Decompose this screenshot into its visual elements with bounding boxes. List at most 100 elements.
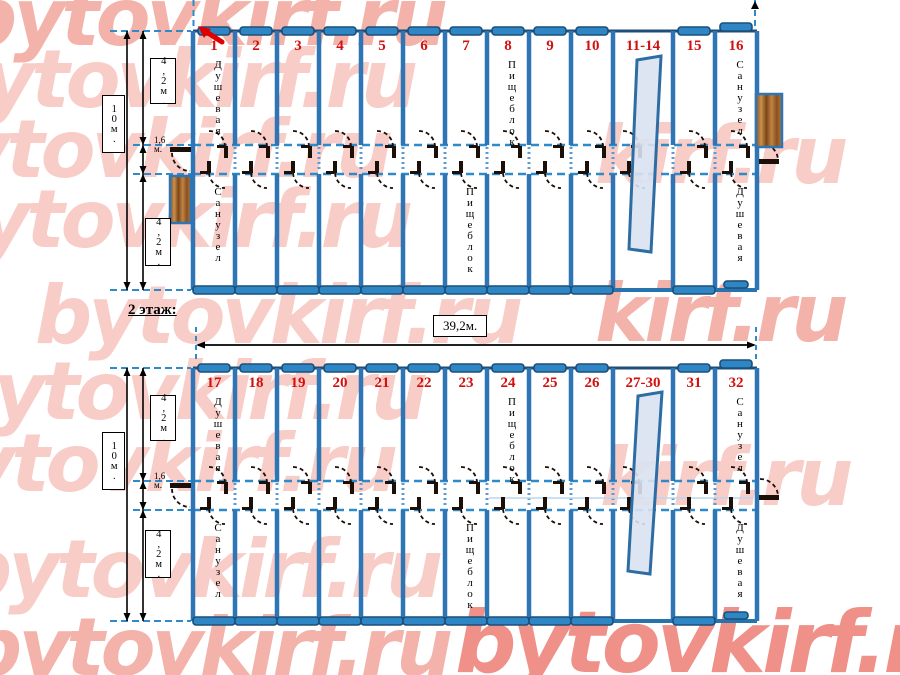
door-leaf: [350, 482, 354, 494]
door-hinge: [494, 171, 502, 174]
room-label: Пищеблок: [506, 396, 518, 484]
door-leaf: [392, 146, 396, 158]
door-hinge: [722, 171, 730, 174]
dimension-unit: м.: [154, 480, 162, 491]
window: [449, 26, 483, 36]
room-label: Душевая: [734, 522, 746, 599]
door-hinge: [536, 507, 544, 510]
dimension-value: 4,2м.: [153, 529, 165, 579]
door-swing-arc: [688, 508, 706, 525]
room-number: 5: [378, 38, 386, 54]
room-label: Пищеблок: [506, 59, 518, 147]
door-hinge: [301, 481, 309, 484]
door-swing-arc: [376, 508, 394, 525]
door-swing-arc: [502, 466, 520, 483]
door-hinge: [410, 507, 418, 510]
door-leaf: [501, 497, 505, 509]
watermark-text: bytovkirf.ru: [0, 110, 393, 190]
room-label: Пищеблок: [464, 522, 476, 610]
door-hinge: [578, 171, 586, 174]
door-leaf: [746, 482, 750, 494]
dimension-label-corridor: 1,6 м.: [154, 471, 176, 491]
window: [407, 363, 441, 373]
room-number: 18: [248, 375, 264, 391]
watermark-text: kirf.ru: [595, 267, 848, 360]
window: [365, 26, 399, 36]
door-leaf: [375, 161, 379, 173]
door-leaf: [375, 497, 379, 509]
dimension-label-height: 10м.: [102, 432, 125, 490]
door-leaf: [602, 146, 606, 158]
door-hinge: [697, 145, 705, 148]
room-number: 31: [686, 375, 702, 391]
watermark-text: bytovkirf.ru: [0, 33, 418, 126]
room-label: Пищеблок: [464, 186, 476, 274]
door-hinge: [259, 481, 267, 484]
dimension-label-corridor: 1,6 м.: [154, 135, 176, 155]
window: [365, 363, 399, 373]
dimension-value: 1,6: [154, 135, 166, 145]
door-hinge: [620, 171, 628, 174]
dimension-label-room-depth: 4,2м.: [150, 393, 176, 443]
room-label: Санузел: [734, 396, 746, 473]
dimension-unit: м.: [154, 144, 162, 155]
dimension-value: 10м.: [108, 104, 120, 144]
window: [323, 363, 357, 373]
door-hinge: [739, 481, 747, 484]
room-number: 19: [290, 375, 306, 391]
door-hinge: [680, 507, 688, 510]
door-hinge: [494, 507, 502, 510]
room-number: 2: [252, 38, 260, 54]
total-width-label: 39,2м.: [433, 315, 488, 337]
door-hinge: [242, 171, 250, 174]
door-leaf: [308, 482, 312, 494]
door-swing-arc: [688, 172, 706, 189]
door-swing-arc: [376, 130, 394, 147]
room-label: Душевая: [734, 186, 746, 263]
door-swing-arc: [208, 466, 226, 483]
door-swing-arc: [759, 478, 779, 496]
window: [197, 363, 231, 373]
door-leaf: [729, 497, 733, 509]
staircase: [626, 390, 664, 576]
red-annotation-arrowhead: [198, 26, 211, 38]
room-number: 11-14: [625, 38, 661, 54]
door-swing-arc: [208, 130, 226, 147]
door-hinge: [739, 145, 747, 148]
room-number: 8: [504, 38, 512, 54]
room-number: 26: [584, 375, 600, 391]
door-hinge: [553, 481, 561, 484]
window: [533, 363, 567, 373]
door-leaf: [746, 146, 750, 158]
door-leaf: [308, 146, 312, 158]
entrance-door-wood: [168, 174, 193, 225]
room-number: 24: [500, 375, 516, 391]
door-swing-arc: [730, 130, 748, 147]
door-swing-arc: [460, 508, 478, 525]
window: [323, 26, 357, 36]
window: [239, 363, 273, 373]
door-hinge: [410, 171, 418, 174]
door-swing-arc: [544, 130, 562, 147]
dimension-value: 1,6: [154, 471, 166, 481]
door-leaf: [434, 146, 438, 158]
room-number: 21: [374, 375, 390, 391]
window: [672, 616, 716, 626]
door-swing-arc: [376, 172, 394, 189]
door-hinge: [697, 481, 705, 484]
window: [719, 22, 753, 32]
door-swing-arc: [502, 172, 520, 189]
room-number: 7: [462, 38, 470, 54]
door-leaf: [249, 497, 253, 509]
door-swing-arc: [292, 172, 310, 189]
door-swing-arc: [334, 172, 352, 189]
door-hinge: [427, 145, 435, 148]
door-leaf: [627, 497, 631, 509]
door-hinge: [217, 481, 225, 484]
door-leaf: [333, 497, 337, 509]
door-leaf: [434, 482, 438, 494]
room-label: Душевая: [212, 396, 224, 473]
window: [672, 285, 716, 295]
window: [281, 363, 315, 373]
door-hinge: [620, 507, 628, 510]
